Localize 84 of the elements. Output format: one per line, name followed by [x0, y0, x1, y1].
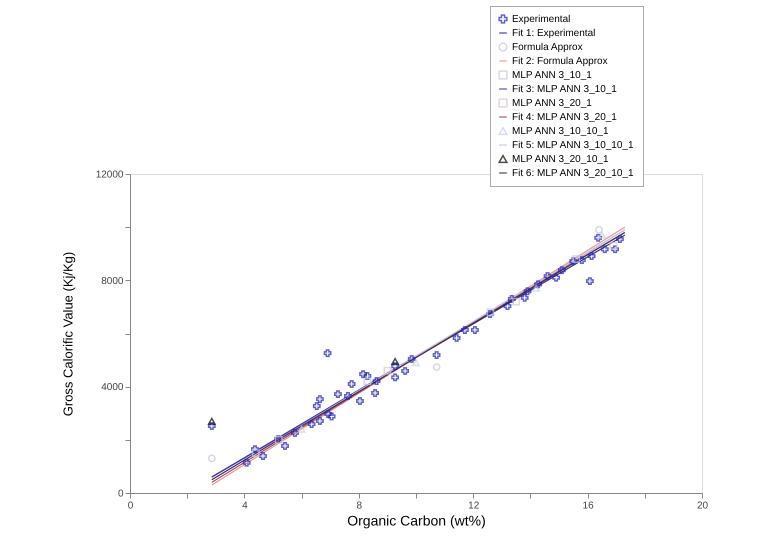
point — [359, 370, 367, 378]
legend-label: Formula Approx — [512, 42, 583, 53]
point — [609, 242, 618, 250]
point — [383, 366, 392, 375]
y-tick-label: 0 — [118, 488, 124, 500]
point — [328, 412, 336, 420]
point — [432, 351, 441, 359]
point — [363, 377, 372, 386]
point — [594, 234, 602, 242]
point — [334, 390, 342, 398]
x-tick-label: 8 — [356, 500, 363, 512]
point — [324, 410, 332, 418]
point — [356, 397, 364, 405]
point — [534, 280, 542, 288]
point — [558, 266, 566, 274]
y-tick-label: 4000 — [101, 382, 124, 394]
x-tick-label: 0 — [128, 500, 134, 512]
point — [371, 389, 380, 397]
point — [316, 395, 324, 404]
point — [588, 252, 596, 260]
point — [578, 256, 586, 264]
point — [512, 298, 520, 306]
point — [312, 402, 321, 410]
point — [611, 245, 619, 254]
point — [595, 226, 603, 234]
point — [616, 235, 624, 244]
x-axis-title: Organic Carbon (wt%) — [347, 512, 486, 528]
point — [252, 449, 260, 458]
legend-label: MLP ANN 3_10_10_1 — [512, 126, 609, 137]
point — [208, 454, 216, 462]
x-tick-label: 4 — [242, 500, 248, 512]
point — [298, 426, 306, 433]
x-tick-label: 16 — [582, 500, 594, 512]
point — [412, 359, 420, 366]
point — [572, 255, 580, 263]
legend-label: MLP ANN 3_20_1 — [512, 98, 592, 109]
point — [544, 272, 552, 280]
point — [598, 232, 606, 239]
point — [508, 295, 516, 303]
point — [471, 326, 479, 334]
y-tick-label: 12000 — [96, 170, 124, 180]
point — [524, 287, 532, 296]
point — [291, 429, 299, 437]
x-tick-label: 20 — [696, 500, 708, 512]
legend-label: Experimental — [512, 14, 570, 25]
point — [432, 363, 441, 371]
legend-label: MLP ANN 3_10_1 — [512, 70, 592, 81]
legend-label: MLP ANN 3_20_10_1 — [512, 154, 609, 165]
point — [391, 373, 400, 382]
point — [259, 452, 267, 460]
point — [208, 418, 216, 425]
point — [600, 245, 609, 254]
point — [316, 417, 324, 425]
point — [552, 274, 560, 282]
legend-label: Fit 5: MLP ANN 3_10_10_1 — [512, 140, 634, 151]
point — [324, 349, 332, 358]
point — [281, 442, 289, 450]
y-tick-label: 8000 — [101, 276, 124, 287]
point — [208, 422, 216, 430]
legend-label: Fit 2: Formula Approx — [512, 56, 608, 67]
point — [363, 372, 372, 380]
point — [348, 380, 356, 388]
y-axis-title: Gross Calorific Value (Kj/Kg) — [60, 252, 76, 416]
x-tick-label: 12 — [468, 500, 480, 512]
point — [569, 257, 578, 266]
point — [391, 358, 400, 365]
point — [251, 445, 259, 454]
point — [460, 326, 469, 334]
point — [242, 458, 251, 467]
point — [391, 362, 400, 370]
legend-label: Fit 4: MLP ANN 3_20_1 — [512, 112, 618, 123]
point — [586, 277, 594, 286]
point — [308, 420, 316, 428]
point — [504, 302, 512, 310]
legend-label: Fit 6: MLP ANN 3_20_10_1 — [512, 168, 634, 179]
point — [344, 392, 352, 400]
point — [532, 284, 540, 292]
point — [520, 294, 529, 302]
point — [372, 377, 380, 385]
legend-label: Fit 1: Experimental — [512, 28, 596, 39]
point — [401, 367, 410, 375]
legend-label: Fit 3: MLP ANN 3_10_1 — [512, 84, 618, 95]
point — [408, 355, 416, 363]
point — [452, 334, 461, 342]
